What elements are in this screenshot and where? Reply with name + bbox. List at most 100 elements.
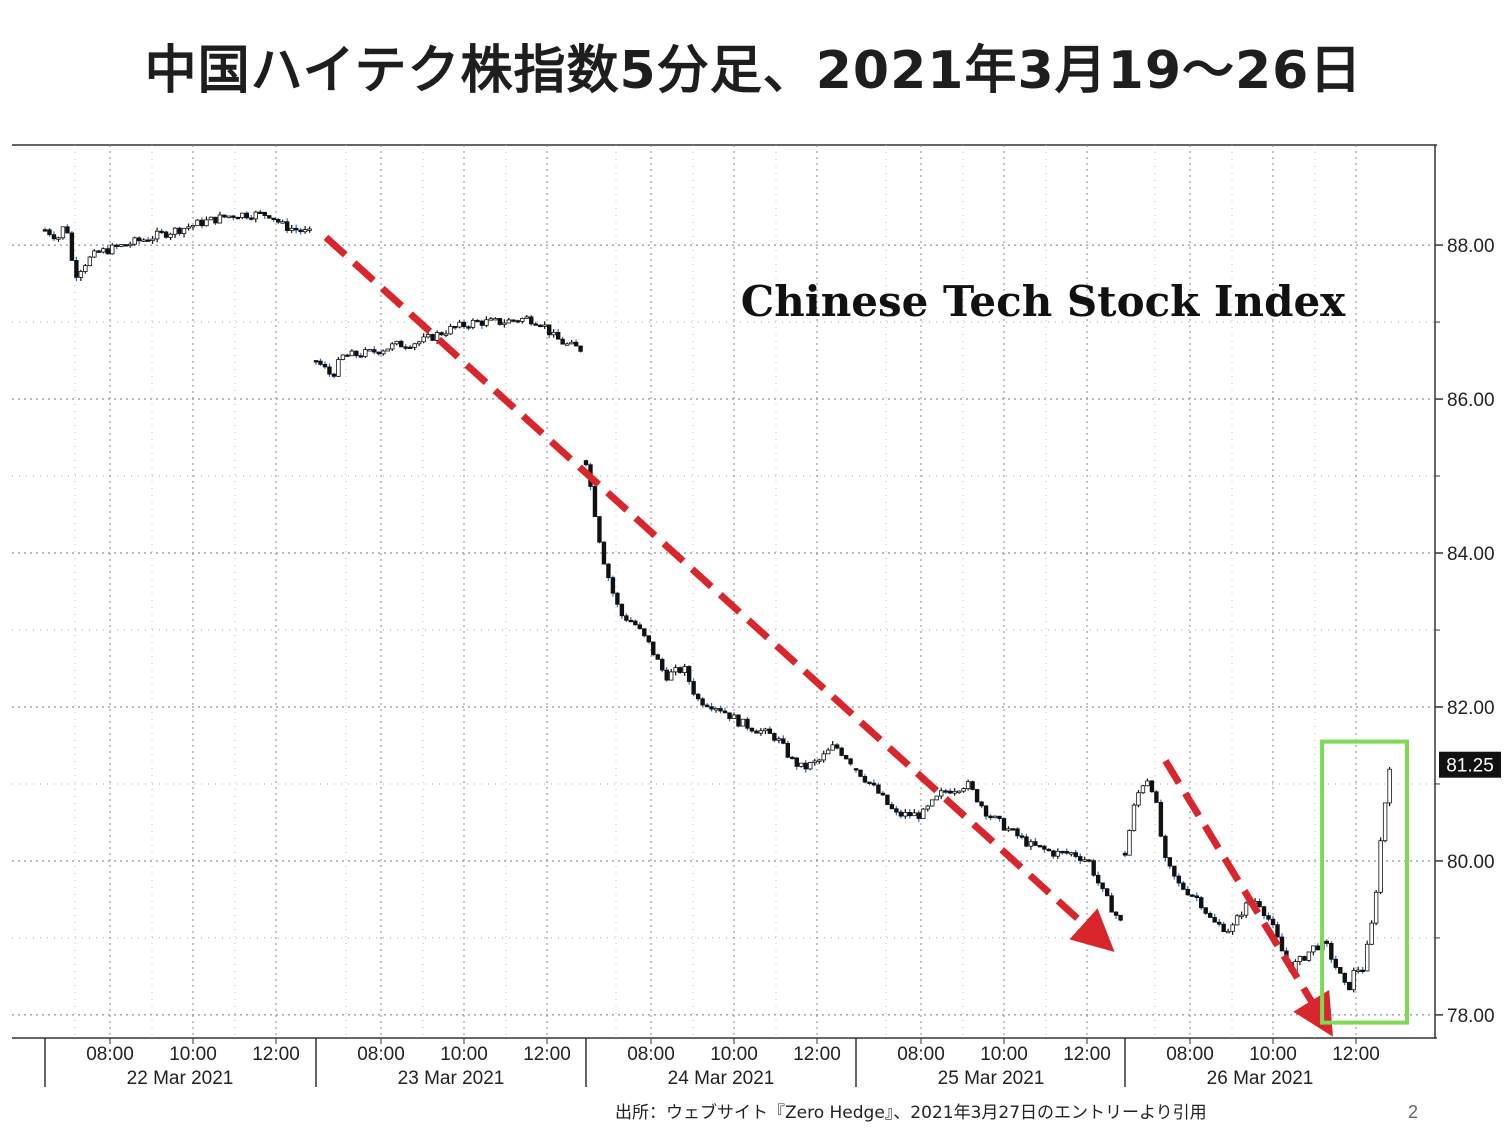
candle-body — [921, 808, 926, 819]
candle-body — [101, 248, 106, 253]
candle-body — [1149, 780, 1155, 793]
trend-arrow — [323, 234, 1115, 953]
candle-body — [673, 667, 678, 673]
candle-body — [894, 808, 899, 813]
candle-body — [1203, 907, 1208, 914]
candle-body — [691, 681, 696, 695]
candle-body — [642, 628, 647, 637]
candle-body — [439, 332, 444, 336]
candle-body — [47, 229, 52, 236]
candle-body — [520, 317, 525, 322]
candle-body — [633, 620, 638, 626]
candle-body — [686, 666, 692, 682]
candle-body — [736, 714, 741, 727]
candle-body — [731, 714, 737, 719]
last-price-box — [1439, 751, 1501, 778]
candle-body — [119, 244, 124, 247]
candle-body — [1279, 936, 1285, 952]
candle-body — [217, 214, 223, 224]
candle-body — [1010, 828, 1016, 831]
x-tick-label: 10:00 — [710, 1044, 758, 1065]
candle-body — [1113, 911, 1119, 916]
candle-body — [1073, 852, 1078, 857]
y-tick-label: 78.00 — [1447, 1006, 1495, 1027]
candle-body — [1324, 940, 1330, 944]
candle-body — [262, 211, 267, 216]
candle-body — [74, 259, 79, 278]
candle-body — [821, 753, 826, 761]
candle-body — [186, 226, 191, 229]
candle-body — [452, 326, 458, 329]
candle-body — [709, 706, 714, 710]
candle-body — [1140, 785, 1146, 794]
candle-body — [253, 211, 258, 220]
candle-body — [551, 331, 556, 336]
candle-body — [349, 350, 355, 357]
candle-body — [515, 320, 521, 323]
candle-body — [226, 215, 232, 218]
candle-body — [1369, 922, 1374, 945]
candle-body — [280, 221, 285, 224]
candle-body — [569, 341, 574, 345]
candle-body — [479, 320, 485, 326]
candle-body — [1190, 894, 1195, 897]
candle-body — [1118, 914, 1123, 921]
candle-body — [573, 341, 579, 347]
candle-body — [1131, 804, 1137, 831]
candle-body — [105, 248, 110, 255]
candle-body — [1382, 802, 1388, 842]
candle-body — [1145, 780, 1150, 787]
candle-body — [1001, 818, 1007, 831]
candle-body — [1136, 792, 1141, 806]
candle-body — [434, 332, 440, 341]
candle-body — [284, 221, 290, 231]
candle-body — [199, 219, 205, 227]
candle-body — [812, 760, 817, 764]
candle-body — [943, 790, 948, 793]
candle-body — [271, 217, 276, 221]
candle-body — [163, 231, 169, 238]
candle-body — [293, 227, 299, 231]
candle-body — [1230, 924, 1235, 932]
candle-body — [524, 316, 529, 319]
candle-body — [619, 603, 625, 617]
candle-body — [276, 219, 281, 223]
candle-body — [1275, 924, 1280, 938]
x-tick-label: 10:00 — [980, 1044, 1028, 1065]
highlight-box — [1320, 739, 1409, 1025]
candle-body — [231, 215, 236, 218]
candle-body — [997, 815, 1002, 819]
candle-body — [1311, 945, 1316, 953]
candle-body — [1315, 945, 1321, 951]
y-tick-label: 82.00 — [1447, 698, 1495, 719]
candle-body — [1342, 972, 1347, 983]
candle-body — [1302, 956, 1307, 961]
candle-body — [776, 738, 782, 741]
candle-body — [345, 354, 350, 357]
candle-body — [898, 811, 904, 817]
candle-body — [1109, 895, 1114, 913]
candle-body — [461, 321, 467, 328]
candle-body — [1378, 840, 1383, 893]
candle-body — [87, 256, 93, 267]
candle-body — [60, 226, 66, 239]
candle-body — [506, 319, 512, 324]
x-tick-label: 12:00 — [1063, 1044, 1111, 1065]
x-tick-label: 08:00 — [357, 1044, 405, 1065]
candle-body — [1172, 865, 1177, 877]
candle-body — [244, 212, 250, 219]
candle-body — [677, 667, 683, 673]
candle-body — [78, 271, 84, 278]
candle-body — [1212, 917, 1217, 923]
candle-body — [1333, 958, 1338, 968]
candle-body — [1216, 921, 1222, 925]
candle-body — [939, 790, 944, 797]
x-tick-label: 10:00 — [169, 1044, 217, 1065]
candle-body — [578, 345, 583, 352]
candle-body — [533, 323, 538, 326]
candle-body — [700, 698, 705, 706]
candle-body — [327, 366, 332, 375]
x-date-label: 26 Mar 2021 — [1207, 1068, 1314, 1089]
candle-body — [96, 250, 102, 253]
candle-body — [947, 790, 953, 794]
